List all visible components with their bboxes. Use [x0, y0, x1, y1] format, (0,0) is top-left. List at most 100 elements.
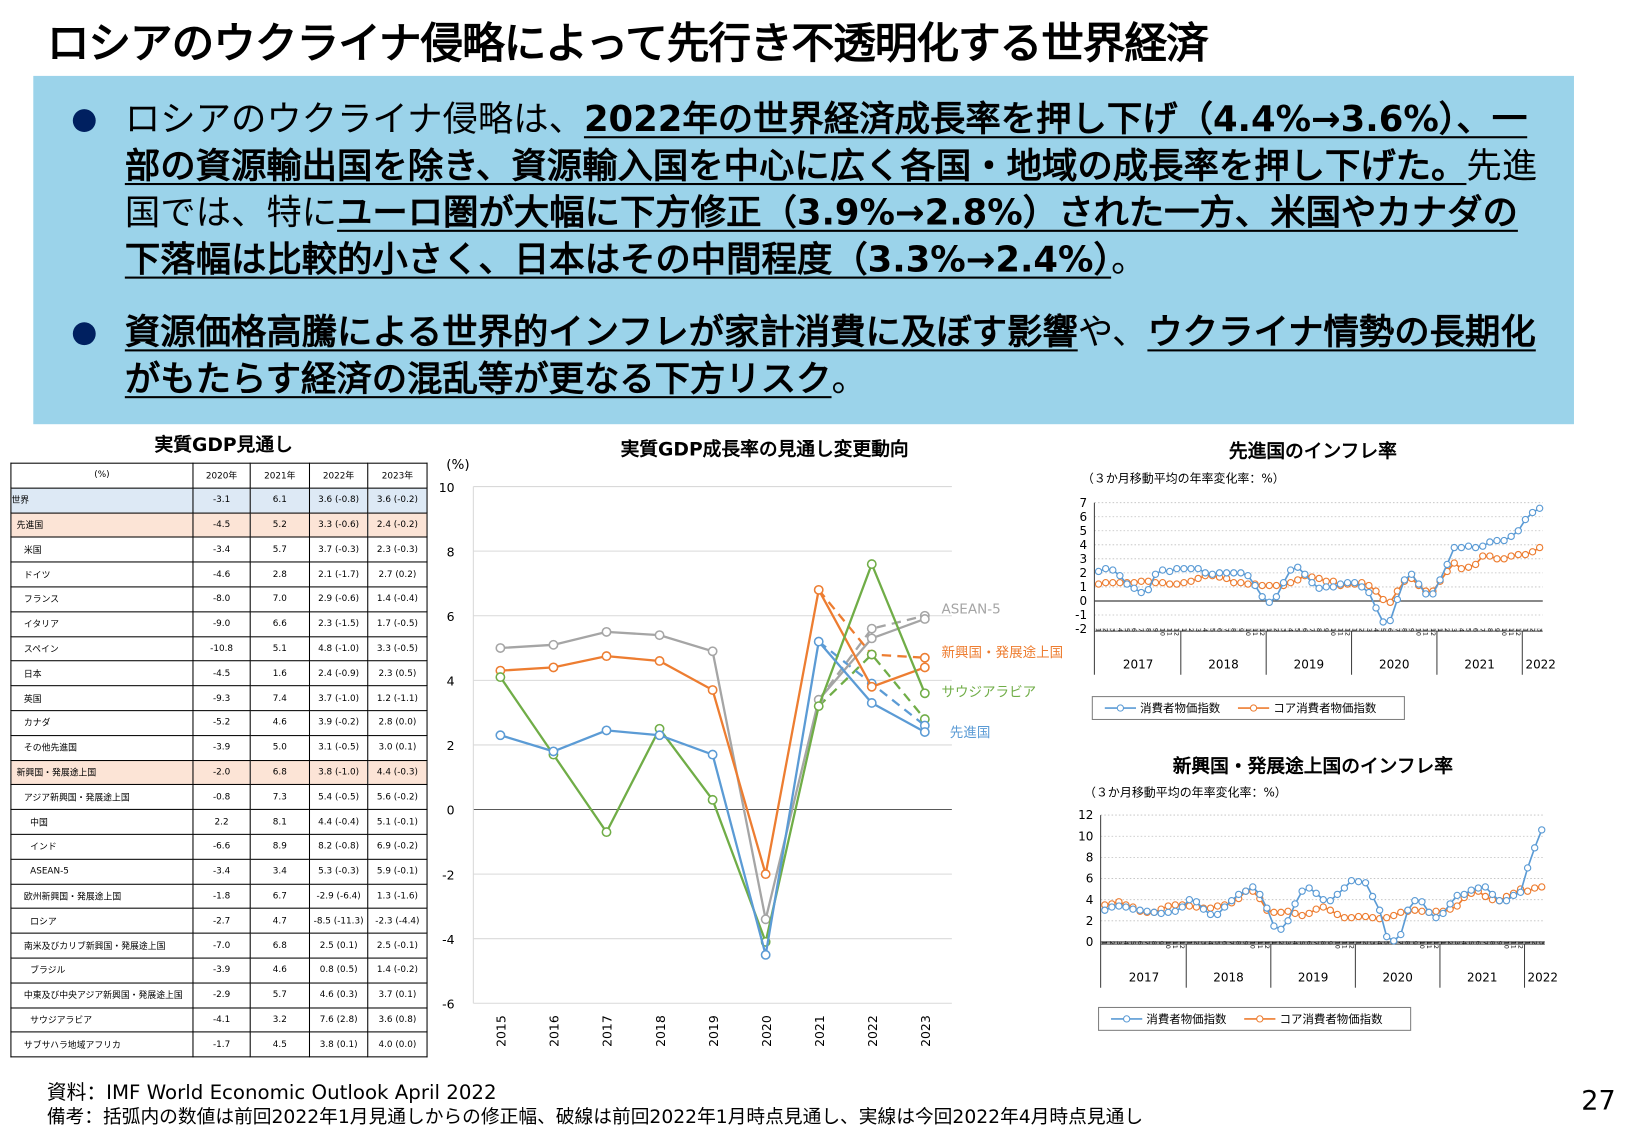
- data-point: [1270, 922, 1278, 930]
- table-row: ブラジル -3.9 4.6 0.8 (0.5) 1.4 (-0.2): [10, 957, 428, 984]
- data-point: [1242, 887, 1250, 895]
- table-cell: -4.1: [192, 1006, 251, 1033]
- month-tick-label: 7: [1312, 941, 1319, 945]
- y-tick-label: 10: [1078, 829, 1093, 843]
- table-cell: 2.3 (-0.3): [367, 536, 428, 563]
- month-tick-label: 10: [1249, 941, 1256, 949]
- data-point: [1422, 590, 1430, 598]
- table-cell: 2.3 (-1.5): [308, 611, 369, 637]
- bullet-dot-icon: [72, 322, 96, 346]
- data-point: [601, 626, 612, 637]
- month-tick-label: 1: [1101, 941, 1108, 945]
- row-label: ブラジル: [10, 957, 194, 984]
- y-tick-label: -1: [1075, 608, 1087, 622]
- month-tick-label: 9: [1151, 628, 1158, 632]
- data-point: [1343, 579, 1352, 587]
- month-tick-label: 10: [1415, 628, 1422, 636]
- data-point: [1538, 826, 1546, 834]
- data-point: [1464, 542, 1473, 550]
- data-point: [1481, 892, 1490, 901]
- data-point: [1333, 890, 1342, 899]
- data-point: [1368, 913, 1377, 922]
- table-row: 英国 -9.3 7.4 3.7 (-1.0) 1.2 (-1.1): [10, 685, 428, 712]
- data-point: [1372, 587, 1380, 595]
- month-tick-label: 10: [1333, 941, 1340, 949]
- y-tick-label: -4: [442, 932, 455, 947]
- table-cell: -9.0: [192, 611, 251, 637]
- data-point: [1368, 892, 1377, 901]
- data-point: [1213, 910, 1222, 919]
- month-tick-label: 7: [1137, 628, 1144, 632]
- data-point: [1199, 905, 1208, 913]
- y-tick-label: 7: [1080, 496, 1088, 510]
- month-tick-label: 5: [1294, 628, 1301, 632]
- row-label: イタリア: [10, 611, 194, 637]
- table-cell: 1.3 (-1.6): [367, 883, 428, 910]
- data-point: [1235, 890, 1243, 899]
- data-point: [1185, 902, 1194, 910]
- data-point: [1347, 913, 1356, 922]
- year-label: 2019: [1294, 658, 1324, 672]
- data-point: [1507, 552, 1515, 560]
- gdp-growth-chart: (%) 10 8 6 4 2 0 -2 -4 -6 2015 2016 2017 2018 2019 2020…: [439, 457, 1063, 1047]
- month-tick-label: 5: [1383, 941, 1390, 945]
- month-tick-label: 4: [1460, 941, 1467, 945]
- table-cell: 3.9 (-0.2): [308, 710, 369, 736]
- data-point: [548, 746, 559, 757]
- data-point: [1272, 581, 1281, 590]
- y-tick-label: 0: [1086, 935, 1094, 949]
- data-point: [1460, 890, 1468, 899]
- gdp-chart-title: 実質GDP成長率の見通し変更動向: [620, 438, 909, 461]
- month-tick-label: 12: [1429, 628, 1436, 636]
- table-cell: 8.9: [249, 833, 311, 860]
- data-point: [1486, 538, 1494, 546]
- year-label: 2018: [1208, 658, 1238, 672]
- month-tick-label: 12: [1178, 941, 1185, 949]
- table-cell: 4.0 (0.0): [367, 1031, 428, 1058]
- year-label: 2017: [1129, 970, 1159, 984]
- y-tick-label: 4: [447, 674, 455, 689]
- table-header-cell: 2023年: [367, 462, 428, 489]
- data-point: [1333, 910, 1342, 919]
- y-tick-label: 5: [1080, 524, 1088, 538]
- month-tick-label: 3: [1194, 628, 1201, 632]
- legend-marker-icon: [1116, 704, 1125, 712]
- table-cell: -8.5 (-11.3): [308, 908, 369, 934]
- table-row: インド -6.6 8.9 8.2 (-0.8) 6.9 (-0.2): [10, 833, 428, 860]
- data-point: [760, 869, 771, 880]
- data-point: [601, 725, 612, 736]
- month-tick-label: 9: [1322, 628, 1329, 632]
- data-point: [1365, 588, 1373, 597]
- data-point: [707, 646, 718, 657]
- data-point: [1471, 543, 1480, 552]
- data-point: [1336, 580, 1345, 588]
- data-point: [601, 827, 612, 838]
- previous-forecast-line: [817, 652, 926, 720]
- month-tick-label: 2: [1443, 628, 1450, 632]
- data-point: [919, 727, 930, 737]
- month-tick-label: 6: [1305, 941, 1312, 945]
- data-point: [1530, 884, 1539, 892]
- month-tick-label: 11: [1340, 941, 1347, 949]
- month-tick-label: 9: [1411, 941, 1418, 945]
- data-point: [1471, 560, 1480, 569]
- month-tick-label: 1: [1351, 628, 1358, 632]
- series-line: [500, 586, 926, 875]
- table-cell: 7.4: [249, 685, 311, 712]
- month-tick-label: 3: [1453, 941, 1460, 945]
- data-point: [654, 656, 665, 666]
- month-tick-label: 3: [1369, 941, 1376, 945]
- table-cell: 4.5: [249, 1031, 311, 1058]
- month-tick-label: 2: [1528, 628, 1535, 632]
- y-tick-label: 8: [1086, 851, 1094, 865]
- table-cell: 4.6: [249, 957, 311, 984]
- month-tick-label: 9: [1242, 941, 1249, 945]
- data-point: [1457, 564, 1466, 573]
- data-point: [1425, 908, 1433, 917]
- data-point: [1298, 911, 1306, 920]
- table-cell: 2.5 (0.1): [308, 932, 369, 959]
- data-point: [1418, 898, 1426, 906]
- data-point: [1453, 902, 1461, 910]
- data-point: [866, 698, 877, 708]
